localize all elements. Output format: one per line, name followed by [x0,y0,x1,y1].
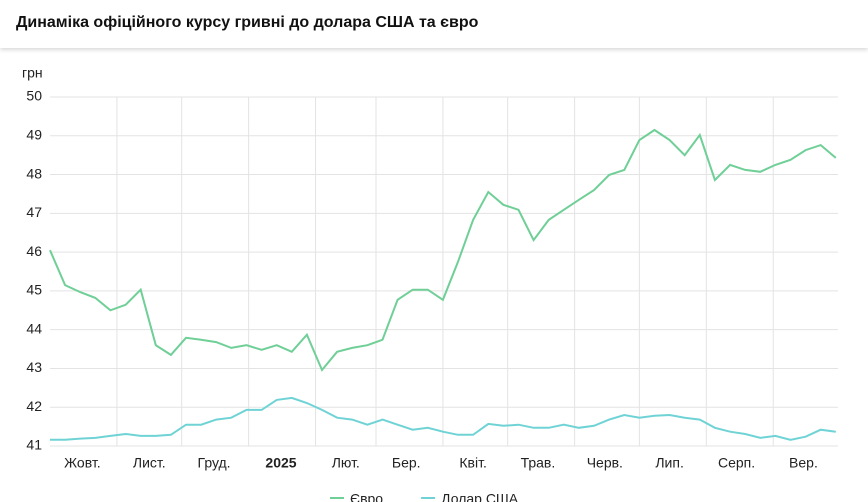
x-tick-label: Трав. [521,455,556,471]
y-tick-label: 41 [26,437,42,453]
y-tick-label: 43 [26,359,42,375]
x-tick-label: Черв. [587,455,623,471]
y-tick-label: 44 [26,320,42,336]
legend-label: Євро [350,491,383,502]
y-tick-label: 49 [26,126,42,142]
x-tick-label: Жовт. [64,455,100,471]
x-tick-label: Лист. [133,455,166,471]
y-tick-label: 45 [26,282,42,298]
x-tick-label: Бер. [392,455,421,471]
header: Динаміка офіційного курсу гривні до дола… [0,0,868,48]
series-line [50,396,836,441]
y-tick-label: 48 [26,165,42,181]
y-tick-label: 50 [26,88,42,104]
x-tick-label: Лип. [655,455,683,471]
x-tick-label: Груд. [198,455,231,471]
y-tick-label: 42 [26,398,42,414]
x-tick-label: Серп. [718,455,755,471]
x-tick-label: Лют. [332,455,360,471]
x-tick-label: Квіт. [459,455,486,471]
title: Динаміка офіційного курсу гривні до дола… [16,14,479,31]
x-tick-label: Вер. [789,455,818,471]
y-tick-label: 47 [26,204,42,220]
x-tick-label: 2025 [265,455,296,471]
y-axis-label: грн [22,65,43,81]
y-tick-label: 46 [26,243,42,259]
series-line [49,128,837,372]
legend-label: Долар США [441,491,519,502]
